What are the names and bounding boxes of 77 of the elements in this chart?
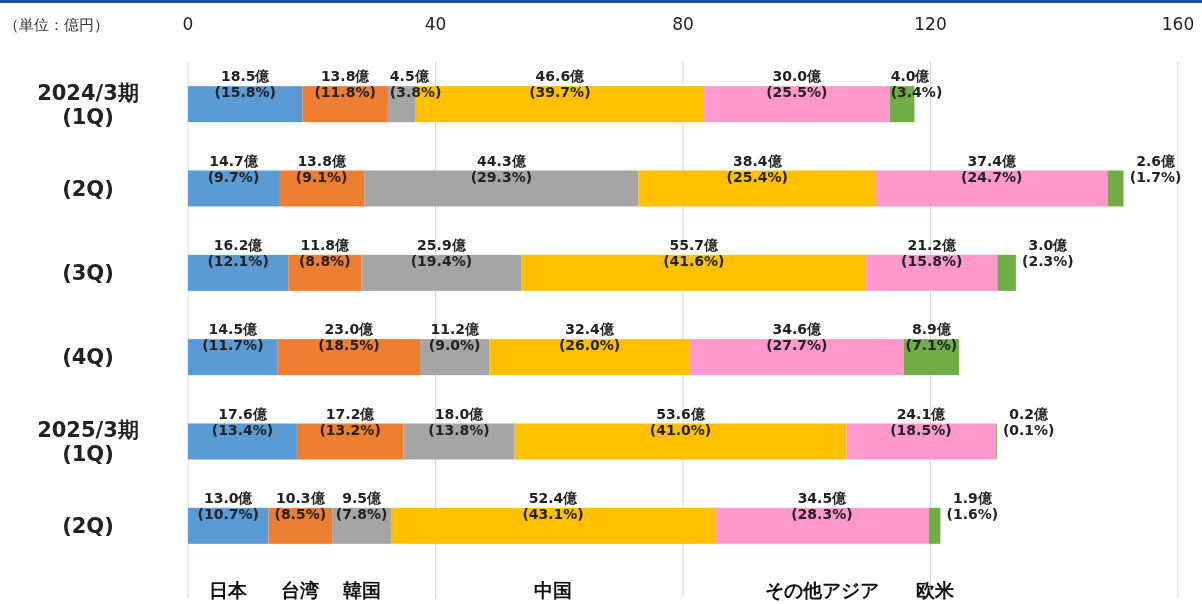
data-label: 32.4億 (26.0%) — [558, 321, 621, 354]
series-label: その他アジア — [764, 579, 879, 601]
series-label: 日本 — [209, 579, 249, 601]
text: （単位：億円） — [4, 16, 109, 34]
data-label: 46.6億 (39.7%) — [529, 68, 591, 101]
bar — [296, 423, 404, 460]
data-label: 9.5億 (7.8%) — [335, 489, 388, 522]
data-label: 34.6億 (27.7%) — [766, 321, 828, 354]
bar — [521, 254, 867, 291]
bar — [188, 86, 303, 123]
x-tick-label: 0 — [182, 14, 194, 34]
data-label: 1.9億 (1.6%) — [946, 489, 999, 522]
series-label: 韓国 — [342, 579, 381, 601]
y-tick-label: (2Q) — [62, 176, 114, 201]
y-tick-label: 2024/3期 (1Q) — [37, 80, 139, 129]
bar — [704, 86, 890, 123]
bar — [1107, 170, 1124, 207]
y-tick-label: (2Q) — [62, 513, 114, 538]
bar — [489, 339, 690, 376]
data-label: 10.3億 (8.5%) — [274, 489, 327, 522]
data-label: 14.5億 (11.7%) — [202, 321, 264, 354]
bar — [188, 339, 278, 376]
data-label: 38.4億 (25.4%) — [726, 152, 788, 185]
data-label: 17.6億 (13.4%) — [211, 405, 274, 438]
x-tick-label: 120 — [914, 14, 947, 34]
bar — [689, 339, 904, 376]
data-label: 11.2億 (9.0%) — [428, 321, 481, 354]
data-label: 44.3億 (29.3%) — [470, 152, 533, 185]
series-label: 中国 — [534, 579, 573, 601]
y-tick-label: 2025/3期 (1Q) — [37, 418, 139, 467]
data-label: 55.7億 (41.6%) — [663, 236, 725, 269]
y-tick-label: (3Q) — [62, 260, 114, 285]
data-label: 13.8億 (9.1%) — [295, 152, 348, 185]
bar — [997, 254, 1016, 291]
data-label: 21.2億 (15.8%) — [901, 236, 963, 269]
data-label: 18.5億 (15.8%) — [214, 68, 276, 101]
bar — [188, 423, 297, 460]
data-label: 8.9億 (7.1%) — [905, 321, 958, 354]
x-tick-label: 40 — [424, 14, 447, 34]
series-label: 台湾 — [281, 579, 320, 601]
bar — [361, 254, 522, 291]
data-label: 17.2億 (13.2%) — [319, 405, 381, 438]
bar — [638, 170, 877, 207]
data-label: 11.8億 (8.8%) — [298, 236, 351, 269]
data-label: 14.7億 (9.7%) — [207, 152, 260, 185]
bar — [188, 170, 279, 207]
data-label: 2.6億 (1.7%) — [1129, 152, 1182, 185]
data-label: 52.4億 (43.1%) — [522, 489, 584, 522]
data-label: 53.6億 (41.0%) — [649, 405, 712, 438]
bar — [876, 170, 1108, 207]
x-tick-label: 160 — [1161, 14, 1195, 34]
series-label: 欧米 — [915, 579, 955, 601]
data-label: 16.2億 (12.1%) — [207, 236, 269, 269]
data-label: 18.0億 (13.8%) — [428, 405, 490, 438]
bar — [514, 423, 847, 460]
data-label: 0.2億 (0.1%) — [1002, 405, 1055, 438]
bar — [390, 507, 716, 544]
data-label: 34.5億 (28.3%) — [791, 489, 853, 522]
data-label: 13.8億 (11.8%) — [314, 68, 376, 101]
data-label: 4.5億 (3.8%) — [389, 68, 442, 101]
bar — [364, 170, 639, 207]
data-label: 3.0億 (2.3%) — [1022, 236, 1074, 269]
bar — [846, 423, 996, 460]
data-label: 25.9億 (19.4%) — [410, 236, 473, 269]
bar — [188, 254, 289, 291]
x-tick-label: 80 — [672, 14, 694, 34]
y-tick-label: (4Q) — [62, 345, 114, 370]
data-label: 23.0億 (18.5%) — [318, 321, 380, 354]
bar — [403, 423, 515, 460]
bar — [277, 339, 421, 376]
bar — [866, 254, 998, 291]
bar — [715, 507, 929, 544]
bar — [928, 507, 941, 544]
data-label: 13.0億 (10.7%) — [197, 489, 259, 522]
data-label: 30.0億 (25.5%) — [766, 68, 828, 101]
data-label: 24.1億 (18.5%) — [890, 405, 952, 438]
data-label: 37.4億 (24.7%) — [961, 152, 1023, 185]
